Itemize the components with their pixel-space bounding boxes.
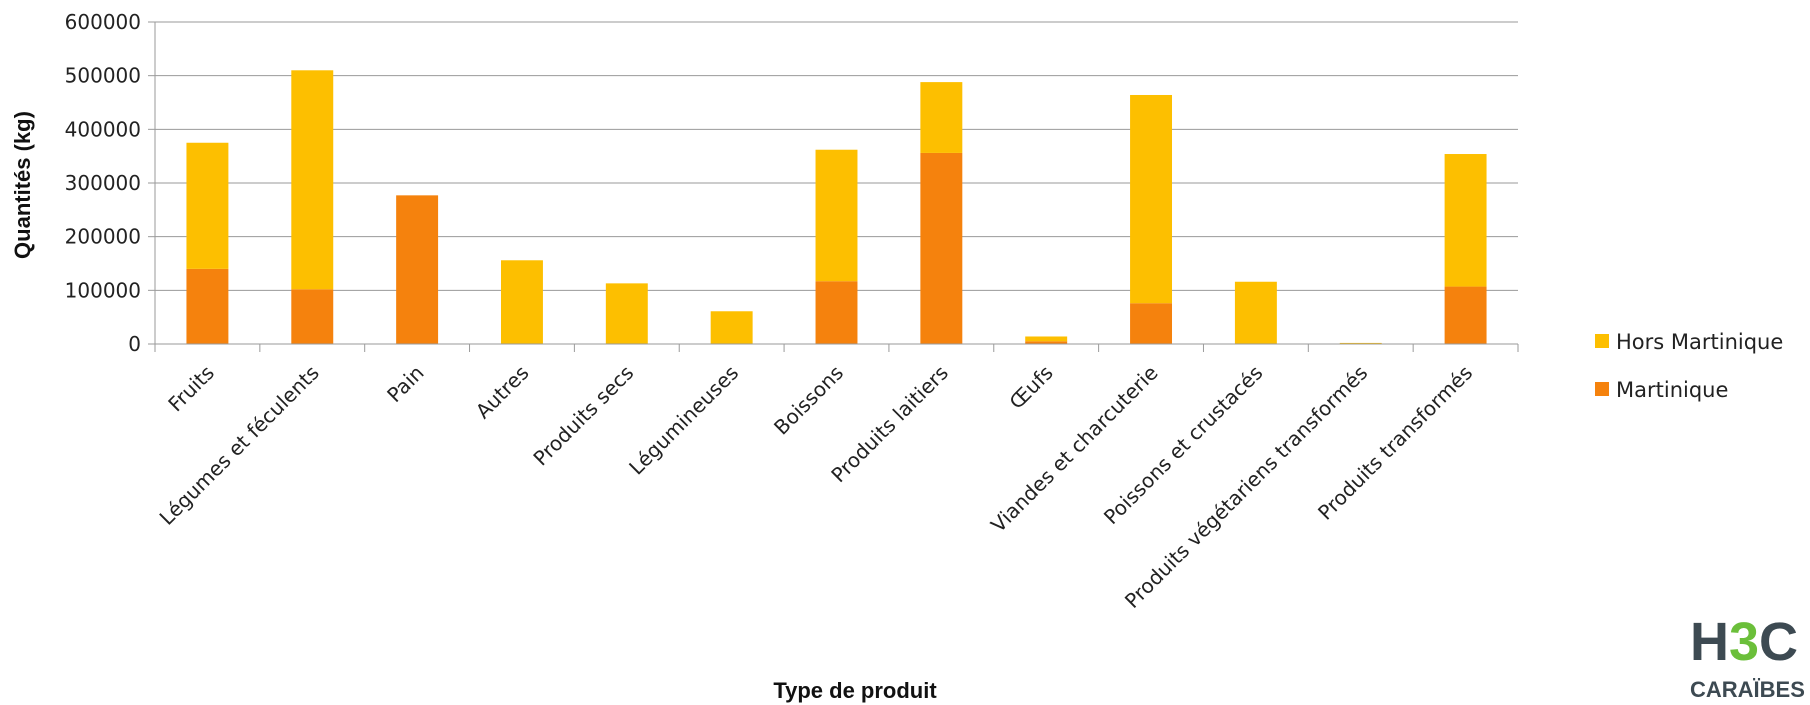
x-tick-label-autres: Autres [471,361,534,424]
bar-martinique-pain [396,195,438,344]
logo-subtitle: CARAÏBES [1690,677,1805,702]
x-tick-label-legumineuses: Légumineuses [624,361,743,480]
bar-hors-martinique-produits-transformes [1445,154,1487,287]
x-tick-label-oeufs: Œufs [1004,361,1057,414]
bar-hors-martinique-viandes-et-charcuterie [1130,95,1172,303]
y-tick-label: 0 [128,332,141,356]
x-tick-label-produits-secs: Produits secs [528,361,638,471]
legend-label-hors-martinique: Hors Martinique [1616,330,1783,354]
bar-hors-martinique-produits-laitiers [920,82,962,153]
y-tick-label: 100000 [65,278,141,302]
bar-martinique-legumes-et-feculents [291,289,333,344]
y-axis-ticks: 0 100000 200000 300000 400000 500000 600000 [65,10,155,356]
bars [186,70,1486,344]
bar-hors-martinique-oeufs [1025,336,1067,341]
bar-martinique-produits-transformes [1445,287,1487,344]
x-axis-title: Type de produit [773,678,937,703]
legend-swatch-martinique [1595,382,1609,396]
x-tick-label-viandes-et-charcuterie: Viandes et charcuterie [986,361,1163,538]
bar-hors-martinique-produits-secs [606,283,648,344]
bar-martinique-viandes-et-charcuterie [1130,303,1172,344]
legend: Hors Martinique Martinique [1595,330,1783,402]
h3c-caraibes-logo: H3C CARAÏBES [1690,612,1805,702]
bar-hors-martinique-legumineuses [711,311,753,344]
y-axis-title: Quantités (kg) [10,111,35,259]
bar-martinique-produits-laitiers [920,153,962,344]
bar-hors-martinique-boissons [816,150,858,281]
x-tick-label-pain: Pain [382,361,428,407]
bar-martinique-fruits [186,269,228,344]
y-tick-label: 300000 [65,171,141,195]
y-tick-label: 500000 [65,64,141,88]
y-tick-label: 200000 [65,225,141,249]
legend-swatch-hors-martinique [1595,334,1609,348]
logo-mark: H3C [1690,612,1798,672]
bar-hors-martinique-legumes-et-feculents [291,70,333,289]
bar-hors-martinique-fruits [186,143,228,269]
y-tick-label: 600000 [65,10,141,34]
x-tick-label-boissons: Boissons [769,361,848,440]
y-tick-label: 400000 [65,117,141,141]
bar-martinique-boissons [816,281,858,344]
x-tick-label-fruits: Fruits [163,361,219,417]
bar-hors-martinique-poissons-et-crustaces [1235,282,1277,344]
bar-hors-martinique-autres [501,260,543,344]
legend-label-martinique: Martinique [1616,378,1728,402]
